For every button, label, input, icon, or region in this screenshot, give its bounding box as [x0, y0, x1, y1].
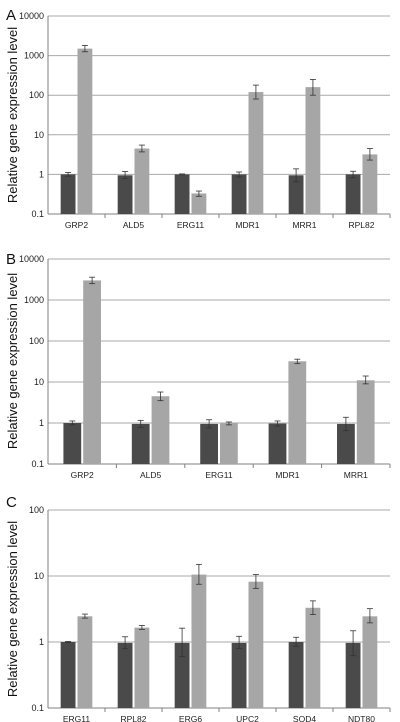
bar-grp2-s2	[83, 280, 101, 464]
y-tick-label: 0.1	[31, 209, 44, 219]
bar-upc2-s1	[231, 642, 247, 708]
bar-ald5-s2	[134, 148, 150, 214]
bar-sod4-s2	[305, 607, 321, 708]
y-tick-label: 10	[34, 571, 44, 581]
y-axis-label: Relative gene expression level	[5, 27, 20, 203]
bar-erg11-s1	[200, 423, 218, 464]
y-tick-label: 1000	[24, 51, 44, 61]
bar-erg6-s2	[191, 574, 207, 708]
bar-ndt80-s2	[362, 616, 378, 708]
bar-rpl82-s1	[345, 174, 361, 214]
y-tick-label: 0.1	[31, 459, 44, 469]
x-tick-label: MRR1	[292, 220, 316, 230]
x-tick-label: GRP2	[65, 220, 88, 230]
panel-label: C	[6, 494, 17, 511]
bar-mrr1-s2	[356, 380, 375, 464]
y-tick-label: 10000	[19, 11, 44, 21]
bar-sod4-s1	[288, 642, 304, 708]
y-tick-label: 1	[39, 418, 44, 428]
bar-erg11-s1	[174, 174, 190, 214]
bar-erg11-s1	[60, 642, 76, 708]
x-tick-label: MDR1	[275, 470, 299, 480]
x-tick-label: RPL82	[349, 220, 375, 230]
x-tick-label: NDT80	[348, 714, 375, 722]
bar-grp2-s1	[63, 423, 82, 464]
x-tick-label: ERG6	[179, 714, 202, 722]
bar-grp2-s2	[77, 48, 93, 214]
bar-ald5-s1	[131, 423, 150, 464]
bar-mrr1-s1	[337, 423, 355, 464]
bar-erg11-s2	[220, 423, 238, 464]
bar-ndt80-s1	[345, 642, 361, 708]
y-tick-label: 1	[39, 169, 44, 179]
x-tick-label: ERG11	[205, 470, 233, 480]
y-tick-label: 1000	[24, 295, 44, 305]
x-tick-label: ERG11	[177, 220, 205, 230]
y-tick-label: 100	[29, 505, 44, 515]
y-tick-label: 100	[29, 90, 44, 100]
y-tick-label: 10	[34, 377, 44, 387]
bar-mdr1-s1	[231, 174, 247, 214]
x-tick-label: ALD5	[140, 470, 162, 480]
y-axis-label: Relative gene expression level	[5, 521, 20, 697]
x-tick-label: RPL82	[121, 714, 147, 722]
y-tick-label: 1	[39, 637, 44, 647]
bar-mrr1-s1	[288, 175, 304, 214]
x-tick-label: MDR1	[235, 220, 259, 230]
y-tick-label: 0.1	[31, 703, 44, 713]
y-tick-label: 10000	[19, 254, 44, 264]
bar-grp2-s1	[60, 174, 76, 214]
y-tick-label: 10	[34, 130, 44, 140]
x-tick-label: GRP2	[71, 470, 94, 480]
y-tick-label: 100	[29, 336, 44, 346]
bar-mrr1-s2	[305, 87, 321, 214]
bar-rpl82-s2	[134, 627, 150, 708]
y-axis-label: Relative gene expression level	[5, 273, 20, 449]
panel-label: A	[6, 7, 16, 24]
bar-mdr1-s2	[248, 92, 264, 214]
bar-rpl82-s2	[362, 154, 378, 214]
bar-mdr1-s1	[268, 423, 287, 464]
bar-mdr1-s2	[288, 361, 307, 464]
x-tick-label: ALD5	[123, 220, 145, 230]
bar-erg11-s2	[77, 616, 93, 708]
bar-erg6-s1	[174, 642, 190, 708]
x-tick-label: SOD4	[293, 714, 316, 722]
bar-upc2-s2	[248, 581, 264, 708]
chart-panel-a: A 0.1 1 10 100 1000 10000 Relative gene express…	[5, 7, 391, 230]
x-tick-label: MRR1	[344, 470, 368, 480]
x-tick-label: ERG11	[63, 714, 91, 722]
bar-rpl82-s1	[117, 642, 133, 708]
panel-label: B	[6, 251, 16, 268]
bar-ald5-s2	[151, 396, 170, 464]
bar-erg11-s2	[191, 193, 207, 214]
chart-panel-c: C 0.1 1 10 100 Relative gene expression level…	[5, 494, 391, 722]
x-tick-label: UPC2	[236, 714, 259, 722]
bar-ald5-s1	[117, 175, 133, 214]
chart-panel-b: B 0.1 1 10 100 1000 10000 Relative gene express…	[5, 251, 391, 480]
